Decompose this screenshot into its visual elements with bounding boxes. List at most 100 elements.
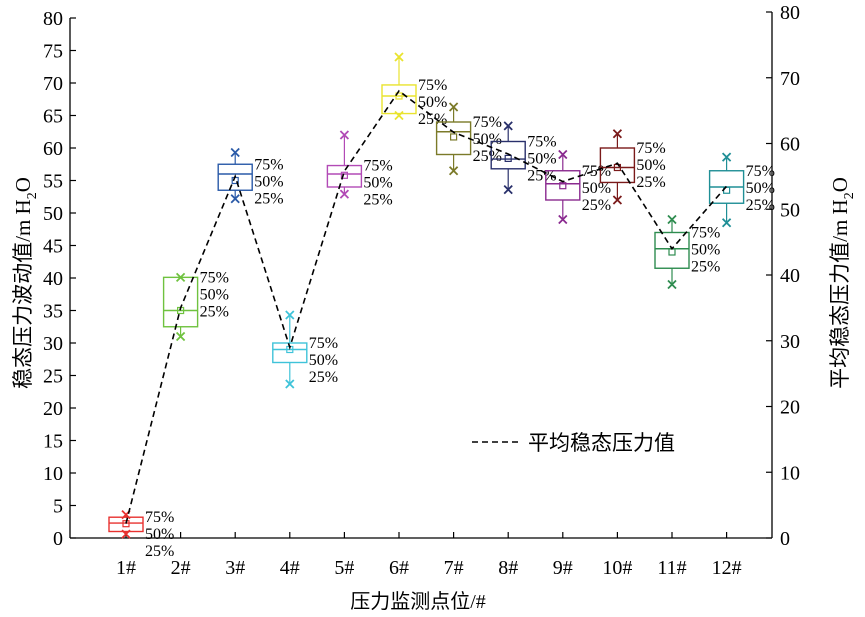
p25-label: 25% bbox=[473, 148, 502, 165]
p75-label: 75% bbox=[254, 156, 283, 173]
p75-label: 75% bbox=[145, 509, 174, 526]
left-tick-label: 35 bbox=[43, 301, 63, 323]
p75-label: 75% bbox=[363, 158, 392, 175]
box-10: 75%50%25% bbox=[599, 129, 666, 205]
right-y-label-sub: 2 bbox=[842, 192, 857, 199]
mean-dashed-line bbox=[125, 89, 728, 524]
right-tick-label: 70 bbox=[780, 68, 800, 90]
left-tick-label: 25 bbox=[43, 366, 63, 388]
box-iqr bbox=[108, 516, 144, 533]
left-tick-label: 10 bbox=[43, 463, 63, 485]
box-2: 75%50%25% bbox=[162, 269, 229, 342]
max-marker bbox=[558, 149, 568, 160]
min-marker bbox=[448, 166, 459, 176]
left-tick-label: 45 bbox=[43, 236, 63, 258]
p50-label: 50% bbox=[254, 173, 283, 190]
max-marker bbox=[230, 147, 240, 158]
right-tick-label: 40 bbox=[780, 265, 800, 287]
min-marker bbox=[121, 529, 131, 539]
x-tick-label: 10# bbox=[602, 557, 632, 579]
left-tick-label: 5 bbox=[53, 496, 63, 518]
max-marker bbox=[339, 130, 350, 140]
max-marker bbox=[285, 310, 295, 320]
p50-label: 50% bbox=[691, 242, 720, 259]
p50-label: 50% bbox=[309, 352, 338, 369]
box-iqr bbox=[326, 164, 363, 188]
p50-label: 50% bbox=[145, 526, 174, 543]
max-marker bbox=[175, 272, 186, 282]
left-tick-label: 40 bbox=[43, 268, 63, 290]
right-tick-label: 0 bbox=[780, 528, 790, 550]
p25-label: 25% bbox=[418, 111, 447, 128]
left-tick-label: 80 bbox=[43, 8, 63, 30]
legend: 平均稳态压力值 bbox=[472, 431, 675, 455]
min-marker bbox=[612, 195, 623, 205]
right-tick-label: 10 bbox=[780, 462, 800, 484]
x-tick-label: 1# bbox=[116, 557, 136, 579]
right-y-ticks: 0 10 20 30 40 50 60 70 80 bbox=[766, 2, 800, 550]
box-12: 75%50%25% bbox=[708, 152, 775, 228]
max-marker bbox=[612, 129, 623, 139]
left-y-ticks: 0 5 10 15 20 25 30 35 40 45 50 55 60 65 70 75 80 bbox=[43, 8, 76, 550]
max-marker bbox=[448, 102, 459, 112]
mean-marker bbox=[395, 92, 403, 100]
box-7: 75%50%25% bbox=[435, 102, 502, 176]
x-axis-label: 压力监测点位/# bbox=[350, 590, 486, 613]
right-tick-label: 30 bbox=[780, 331, 800, 353]
x-tick-label: 8# bbox=[498, 557, 518, 579]
p25-label: 25% bbox=[636, 174, 665, 191]
box-iqr bbox=[490, 140, 526, 170]
p25-label: 25% bbox=[309, 369, 338, 386]
p25-label: 25% bbox=[582, 197, 611, 214]
x-tick-label: 7# bbox=[444, 557, 464, 579]
x-tick-label: 3# bbox=[225, 557, 245, 579]
left-tick-label: 50 bbox=[43, 203, 63, 225]
x-tick-label: 6# bbox=[389, 557, 409, 579]
box-iqr bbox=[599, 147, 636, 184]
box-1: 75%50%25% bbox=[108, 509, 174, 560]
right-tick-label: 50 bbox=[780, 199, 800, 221]
mean-series bbox=[125, 89, 728, 524]
p75-label: 75% bbox=[473, 114, 502, 131]
max-marker bbox=[503, 121, 513, 131]
left-tick-label: 60 bbox=[43, 138, 63, 160]
right-tick-label: 20 bbox=[780, 397, 800, 419]
p50-label: 50% bbox=[418, 94, 447, 111]
p75-label: 75% bbox=[582, 163, 611, 180]
max-marker bbox=[394, 52, 404, 62]
left-y-label-sub: 2 bbox=[25, 192, 40, 199]
min-marker bbox=[175, 331, 186, 342]
right-tick-label: 60 bbox=[780, 134, 800, 156]
x-tick-label: 11# bbox=[657, 557, 686, 579]
p50-label: 50% bbox=[527, 151, 556, 168]
p75-label: 75% bbox=[309, 335, 338, 352]
p50-label: 50% bbox=[473, 131, 502, 148]
min-marker bbox=[558, 214, 568, 225]
legend-label: 平均稳态压力值 bbox=[528, 431, 675, 455]
x-tick-label: 12# bbox=[712, 557, 742, 579]
left-tick-label: 70 bbox=[43, 73, 63, 95]
p25-label: 25% bbox=[200, 303, 229, 320]
box-iqr bbox=[162, 276, 199, 328]
p75-label: 75% bbox=[200, 269, 229, 286]
left-tick-label: 20 bbox=[43, 398, 63, 420]
left-tick-label: 75 bbox=[43, 41, 63, 63]
p75-label: 75% bbox=[527, 134, 556, 151]
left-tick-label: 65 bbox=[43, 106, 63, 128]
left-y-label-main: 稳态压力波动值/m H bbox=[11, 199, 35, 389]
mean-marker bbox=[504, 154, 512, 162]
left-tick-label: 15 bbox=[43, 431, 63, 453]
p50-label: 50% bbox=[746, 180, 775, 197]
right-y-axis-label: 平均稳态压力值/m H2O bbox=[828, 177, 857, 389]
left-y-axis-label: 稳态压力波动值/m H2O bbox=[11, 177, 40, 389]
left-tick-label: 0 bbox=[53, 528, 63, 550]
x-ticks: 1# 2# 3# 4# 5# 6# 7# 8# 9# 10# 11# 12# bbox=[116, 532, 742, 579]
min-marker bbox=[721, 218, 732, 228]
max-marker bbox=[721, 152, 732, 162]
left-y-label-end: O bbox=[11, 177, 35, 192]
p25-label: 25% bbox=[527, 168, 556, 185]
left-tick-label: 30 bbox=[43, 333, 63, 355]
p75-label: 75% bbox=[636, 140, 665, 157]
x-tick-label: 4# bbox=[280, 557, 300, 579]
